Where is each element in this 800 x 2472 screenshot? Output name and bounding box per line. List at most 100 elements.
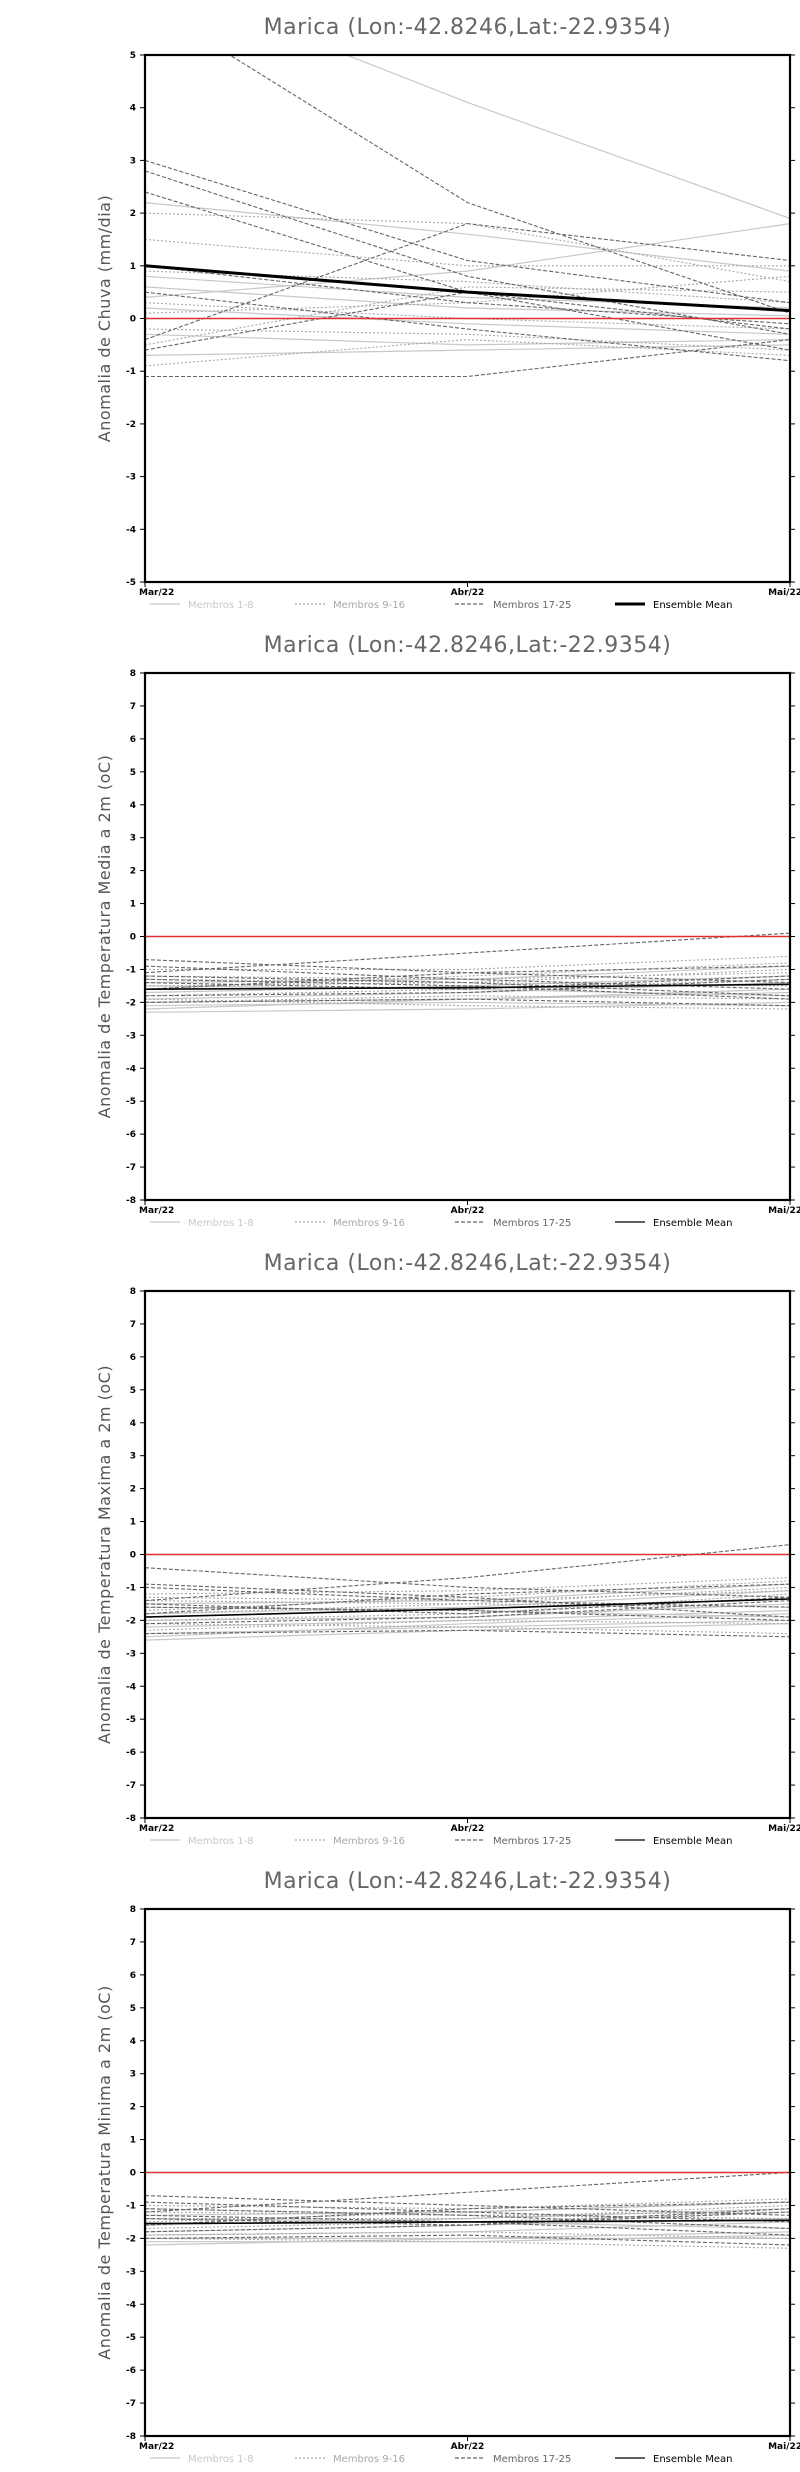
member-line-2 [145, 1609, 790, 1628]
x-tick-label: Mai/22 [768, 588, 800, 598]
y-tick-label: 1 [130, 2136, 136, 2146]
x-tick-label: Mar/22 [139, 2442, 174, 2452]
x-tick-label: Abr/22 [451, 1824, 485, 1834]
member-line-20 [145, 223, 790, 341]
member-line-13 [145, 962, 790, 990]
member-line-21 [145, 1600, 790, 1625]
legend-label-3: Membros 17-25 [493, 1836, 571, 1847]
member-line-17 [228, 55, 790, 314]
ensemble-mean-line [145, 2219, 790, 2225]
member-line-12 [145, 286, 790, 346]
y-tick-label: -6 [126, 1748, 136, 1758]
y-tick-label: -3 [126, 473, 136, 483]
x-tick-label: Mai/22 [768, 1824, 800, 1834]
y-tick-label: 4 [130, 104, 136, 114]
y-axis-label: Anomalia de Temperatura Minima a 2m (oC) [95, 1985, 114, 2359]
member-line-22 [145, 265, 790, 325]
x-tick-label: Abr/22 [451, 588, 485, 598]
plot-frame [143, 1907, 792, 2438]
member-line-18 [145, 159, 790, 304]
y-tick-label: 1 [130, 1518, 136, 1528]
chart-title: Marica (Lon:-42.8246,Lat:-22.9354) [264, 633, 672, 658]
member-line-10 [145, 1593, 790, 1621]
member-line-1 [145, 2234, 790, 2243]
y-tick-label: 5 [130, 1386, 136, 1396]
y-tick-label: 5 [130, 768, 136, 778]
chart-title: Marica (Lon:-42.8246,Lat:-22.9354) [264, 1251, 672, 1276]
member-line-2 [145, 202, 790, 272]
series-group [145, 932, 790, 1013]
member-line-7 [145, 2231, 790, 2246]
y-tick-label: 2 [130, 1485, 136, 1495]
y-tick-label: 8 [130, 669, 136, 679]
y-tick-label: 0 [130, 933, 136, 943]
chart-svg-3: Marica (Lon:-42.8246,Lat:-22.9354) Anomal… [95, 1251, 800, 1847]
member-line-11 [145, 2211, 790, 2220]
chart-svg-2: Marica (Lon:-42.8246,Lat:-22.9354) Anomal… [95, 633, 800, 1229]
member-line-9 [145, 212, 790, 283]
member-line-20 [145, 2214, 790, 2236]
member-line-4 [145, 1001, 790, 1007]
member-line-5 [145, 1583, 790, 1605]
legend-label-1: Membros 1-8 [188, 2454, 254, 2465]
y-tick-label: 6 [130, 1353, 136, 1363]
y-tick-label: -5 [126, 1097, 136, 1107]
y-tick-label: 6 [130, 735, 136, 745]
member-line-9 [145, 955, 790, 970]
member-line-9 [145, 2198, 790, 2210]
member-line-20 [145, 978, 790, 1000]
y-tick-label: -3 [126, 1649, 136, 1659]
member-line-19 [145, 1586, 790, 1608]
y-tick-label: -4 [126, 1064, 136, 1074]
y-tick-label: 4 [130, 1419, 136, 1429]
y-tick-label: 4 [130, 801, 136, 811]
member-line-25 [145, 975, 790, 997]
legend-label-4: Ensemble Mean [653, 1836, 732, 1847]
y-tick-label: -2 [126, 1616, 136, 1626]
member-line-15 [145, 1623, 790, 1635]
legend-label-4: Ensemble Mean [653, 1218, 732, 1229]
member-line-25 [145, 2208, 790, 2230]
y-tick-label: 5 [130, 2004, 136, 2014]
y-tick-label: 3 [130, 1452, 136, 1462]
y-tick-label: 4 [130, 2037, 136, 2047]
y-tick-label: 2 [130, 209, 136, 219]
y-tick-label: -6 [126, 2366, 136, 2376]
member-line-16 [145, 339, 790, 367]
y-tick-label: -8 [126, 1196, 136, 1206]
legend-label-3: Membros 17-25 [493, 2454, 571, 2465]
member-line-10 [145, 2211, 790, 2230]
y-tick-label: 0 [130, 1551, 136, 1561]
member-line-3 [145, 286, 790, 317]
y-tick-label: -3 [126, 1031, 136, 1041]
y-tick-label: -7 [126, 1781, 136, 1791]
member-line-5 [145, 333, 790, 346]
member-line-12 [145, 995, 790, 1003]
y-tick-label: 8 [130, 1287, 136, 1297]
member-line-15 [145, 2237, 790, 2249]
y-tick-label: -8 [126, 2432, 136, 2442]
y-tick-label: 2 [130, 867, 136, 877]
chart-svg-4: Marica (Lon:-42.8246,Lat:-22.9354) Anomal… [95, 1869, 800, 2465]
member-line-14 [145, 972, 790, 980]
y-tick-label: 0 [130, 2169, 136, 2179]
member-line-8 [145, 1606, 790, 1618]
y-tick-label: -7 [126, 1163, 136, 1173]
plot-frame [143, 1289, 792, 1820]
y-tick-label: -5 [126, 578, 136, 588]
y-tick-label: -4 [126, 525, 136, 535]
chart-panel-1: Marica (Lon:-42.8246,Lat:-22.9354) Anomal… [0, 0, 800, 618]
y-axis-label: Anomalia de Chuva (mm/dia) [95, 195, 114, 442]
y-tick-label: -2 [126, 998, 136, 1008]
chart-title: Marica (Lon:-42.8246,Lat:-22.9354) [264, 1869, 672, 1894]
legend-label-4: Ensemble Mean [653, 600, 732, 611]
y-tick-label: 3 [130, 834, 136, 844]
legend-label-2: Membros 9-16 [333, 1836, 405, 1847]
y-tick-label: -1 [126, 1583, 136, 1593]
chart-panel-4: Marica (Lon:-42.8246,Lat:-22.9354) Anomal… [0, 1854, 800, 2472]
x-tick-label: Mai/22 [768, 1206, 800, 1216]
y-tick-label: -7 [126, 2399, 136, 2409]
y-tick-label: 2 [130, 2103, 136, 2113]
y-tick-label: 5 [130, 51, 136, 61]
member-line-13 [145, 2201, 790, 2223]
